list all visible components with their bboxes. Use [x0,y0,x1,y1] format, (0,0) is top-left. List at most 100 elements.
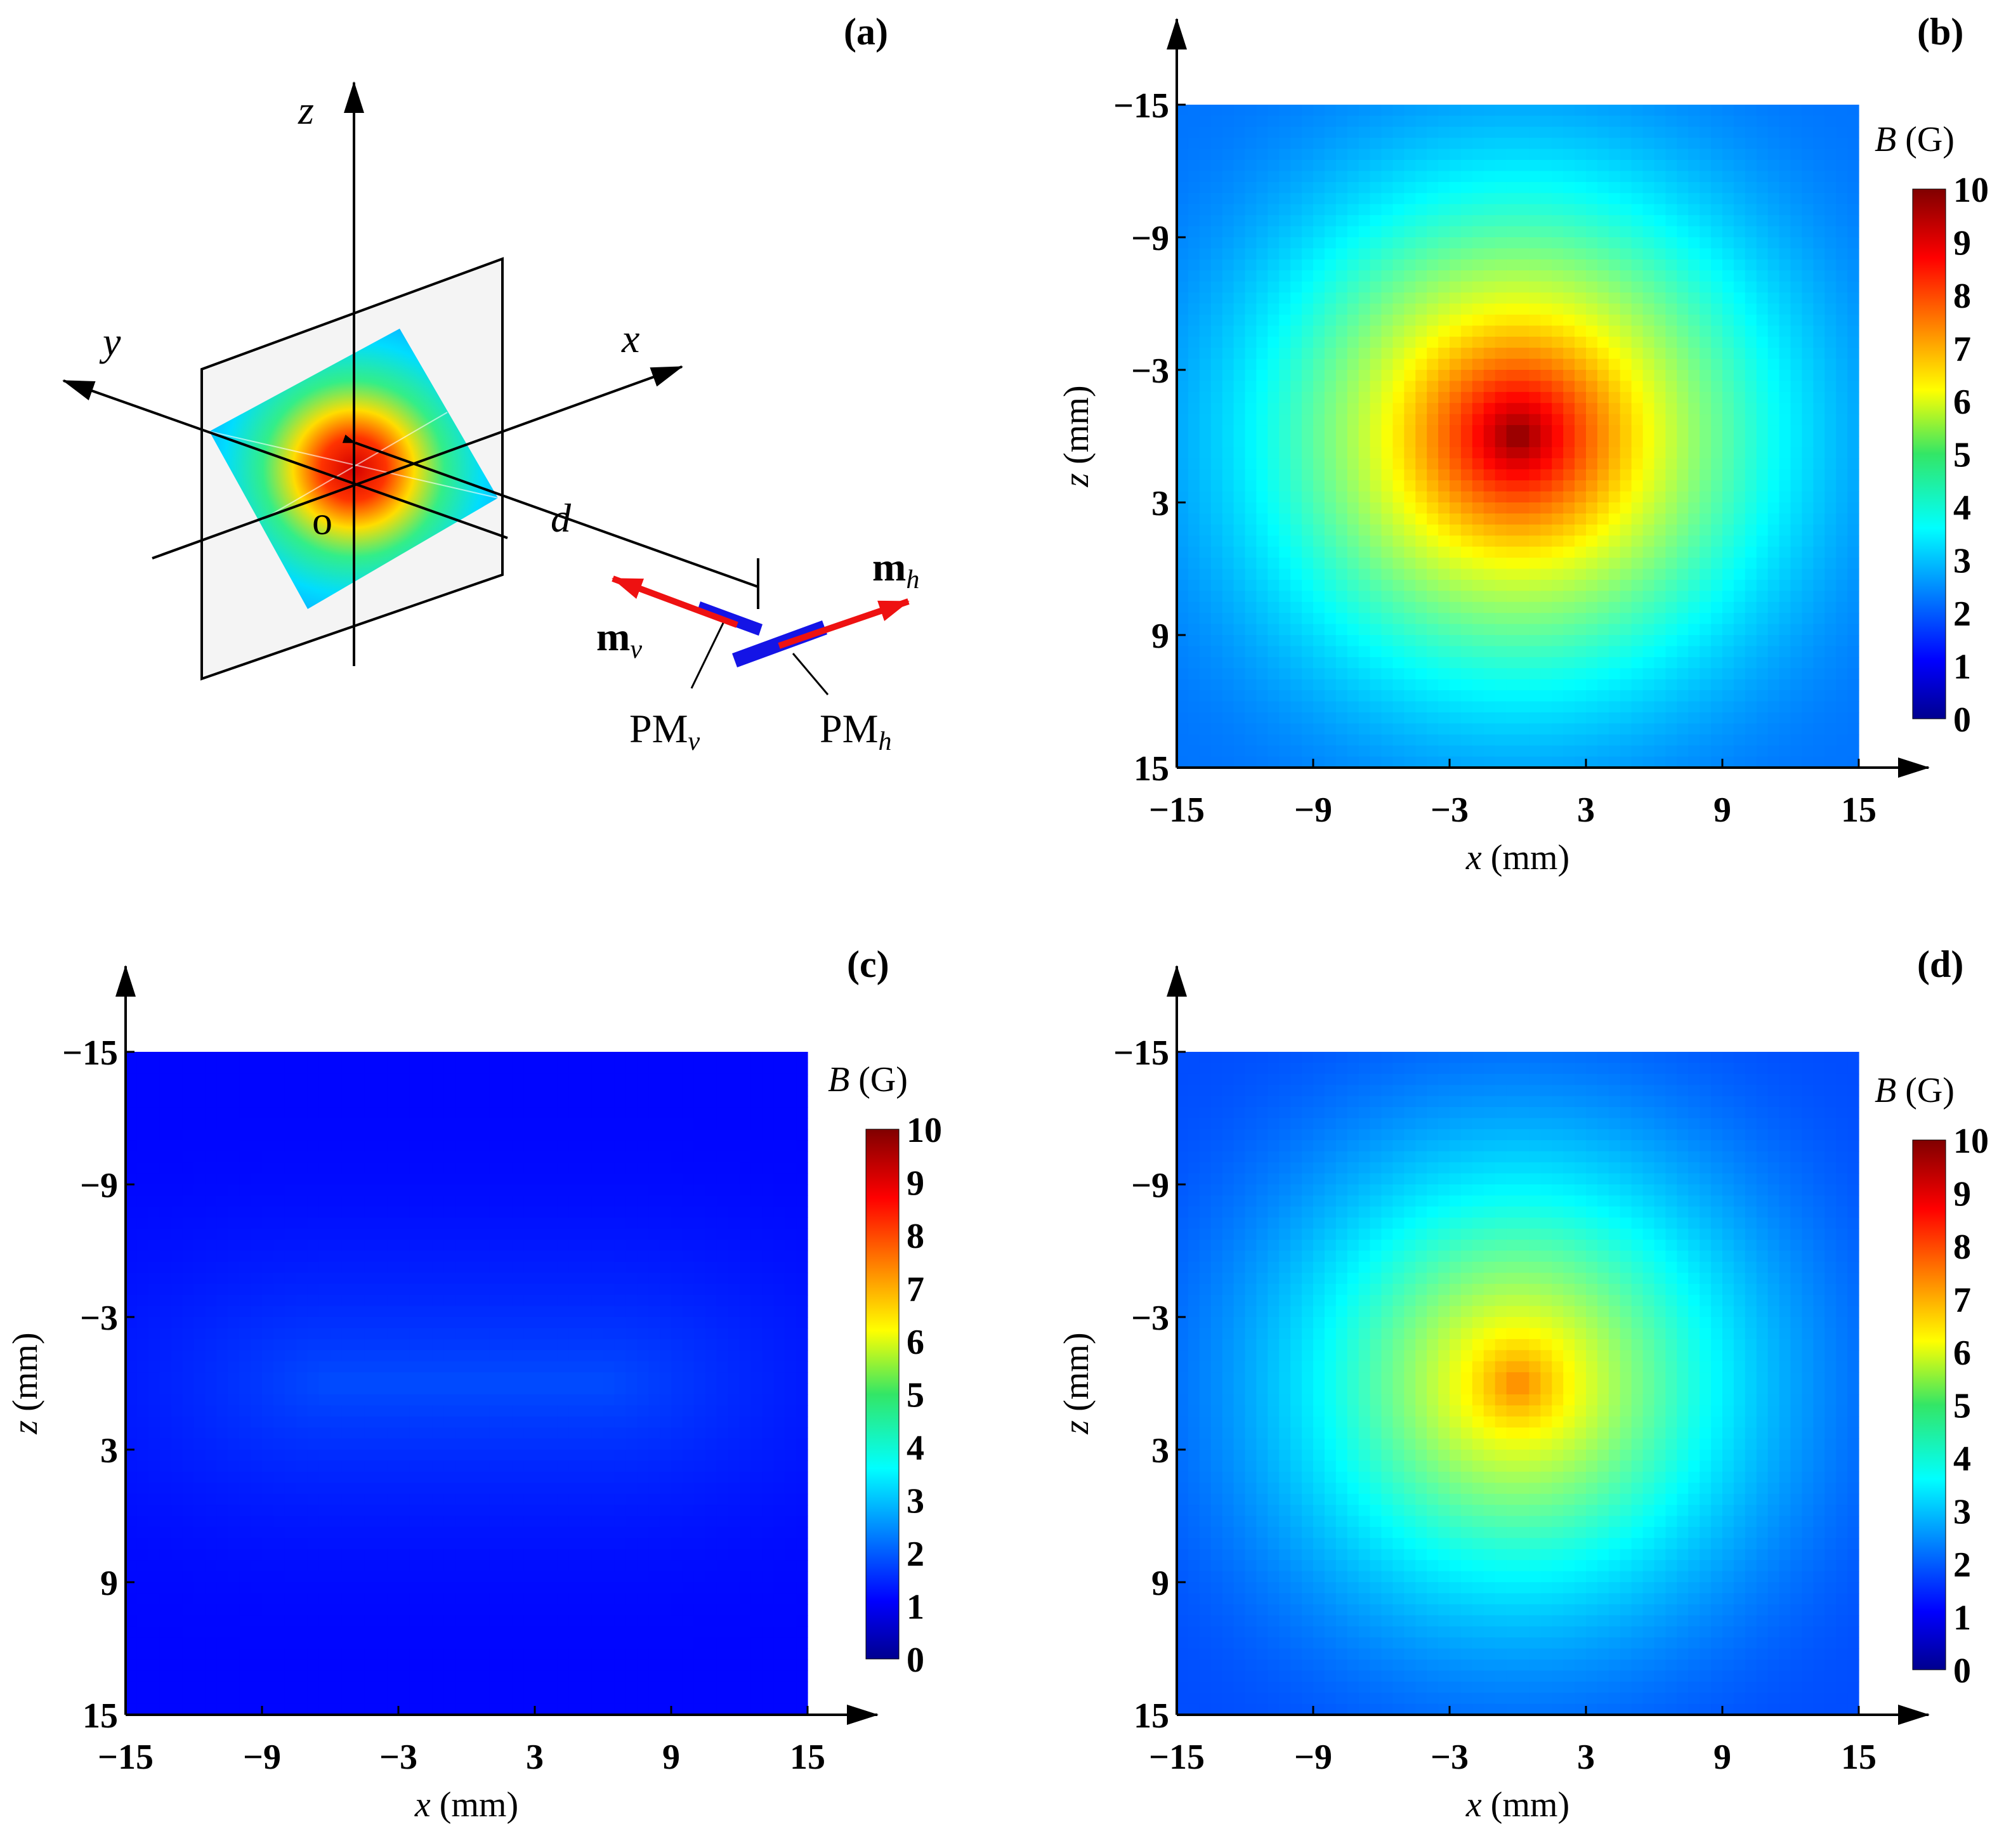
heatmap-cell [1210,546,1223,558]
heatmap-cell [1358,115,1371,128]
heatmap-cell [1392,613,1405,625]
heatmap-cell [1381,568,1394,580]
heatmap-cell [1392,248,1405,260]
heatmap-cell [1438,381,1450,393]
heatmap-cell [182,1339,195,1351]
heatmap-cell [1347,546,1359,558]
heatmap-cell [1472,546,1484,558]
heatmap-cell [1802,292,1814,305]
heatmap-cell [1847,126,1859,138]
heatmap-cell [216,1173,228,1185]
heatmap-cell [262,1206,274,1218]
heatmap-cell [1222,314,1235,326]
heatmap-cell [1733,336,1746,348]
heatmap-cell [126,1405,138,1417]
heatmap-cell [1597,325,1609,337]
heatmap-cell [1188,657,1200,669]
heatmap-cell [1415,668,1427,680]
heatmap-cell [205,1471,217,1483]
heatmap-cell [205,1372,217,1384]
heatmap-cell [126,1283,138,1295]
heatmap-cell [1745,469,1757,481]
heatmap-cell [1222,668,1235,680]
heatmap-cell [1415,591,1427,603]
heatmap-cell [1450,403,1462,415]
heatmap-cell [1392,391,1405,403]
heatmap-cell [1517,281,1530,293]
heatmap-cell [1188,336,1200,348]
heatmap-cell [1586,491,1598,503]
heatmap-cell [1427,138,1439,150]
heatmap-cell [1756,546,1769,558]
heatmap-cell [353,1549,365,1561]
heatmap-cell [1642,524,1655,536]
z-axis-label: z [298,88,314,133]
heatmap-cell [1210,126,1223,138]
heatmap-cell [1575,425,1587,437]
heatmap-cell [251,1328,263,1340]
heatmap-cell [318,1052,331,1064]
heatmap-cell [1381,105,1394,117]
heatmap-cell [1460,646,1473,658]
heatmap-cell [1700,723,1712,735]
heatmap-cell [1506,370,1519,382]
heatmap-cell [205,1571,217,1583]
heatmap-cell [1483,115,1496,128]
heatmap-cell [1620,734,1632,746]
heatmap-cell [1506,513,1519,525]
heatmap-cell [1620,403,1632,415]
heatmap-cell [1563,491,1575,503]
heatmap-cell [1529,723,1541,735]
heatmap-cell [1847,160,1859,172]
heatmap-cell [1700,126,1712,138]
heatmap-cell [1677,314,1689,326]
heatmap-cell [193,1571,206,1583]
heatmap-cell [1552,701,1564,713]
heatmap-cell [1188,546,1200,558]
heatmap-cell [1370,381,1382,393]
heatmap-cell [1517,160,1530,172]
heatmap-cell [1188,679,1200,691]
heatmap-cell [1654,491,1667,503]
heatmap-cell [1745,480,1757,492]
heatmap-cell [182,1073,195,1085]
heatmap-cell [284,1317,297,1329]
heatmap-cell [1733,756,1746,768]
heatmap-cell [239,1250,251,1262]
heatmap-cell [1222,204,1235,216]
heatmap-cell [273,1538,285,1550]
heatmap-cell [239,1217,251,1229]
heatmap-cell [171,1571,183,1583]
heatmap-cell [1540,624,1552,636]
heatmap-cell [1188,535,1200,547]
heatmap-cell [1779,436,1792,448]
heatmap-cell [318,1217,331,1229]
heatmap-cell [1517,148,1530,161]
heatmap-cell [1256,480,1268,492]
heatmap-cell [1188,723,1200,735]
heatmap-cell [1642,668,1655,680]
heatmap-cell [1268,458,1280,470]
heatmap-cell [251,1427,263,1439]
heatmap-cell [205,1206,217,1218]
heatmap-cell [1586,646,1598,658]
heatmap-cell [1711,226,1723,238]
heatmap-cell [307,1427,320,1439]
heatmap-cell [1177,447,1189,459]
heatmap-cell [330,1526,343,1538]
heatmap-cell [1472,601,1484,613]
heatmap-cell [1790,381,1803,393]
heatmap-cell [1847,690,1859,702]
heatmap-cell [1245,601,1257,613]
heatmap-cell [1722,646,1734,658]
heatmap-cell [1824,391,1837,403]
heatmap-cell [1722,303,1734,315]
heatmap-cell [1700,391,1712,403]
heatmap-cell [1779,635,1792,647]
heatmap-cell [239,1195,251,1207]
heatmap-cell [1495,668,1507,680]
heatmap-cell [1824,314,1837,326]
heatmap-cell [1700,745,1712,757]
heatmap-cell [1586,160,1598,172]
heatmap-cell [1177,690,1189,702]
